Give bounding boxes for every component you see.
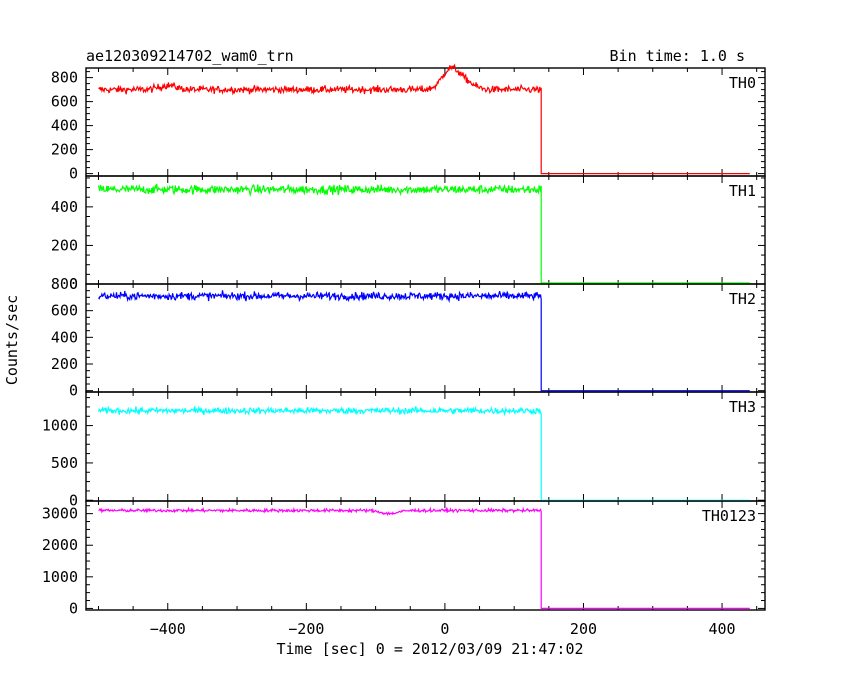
y-tick-label: 600 — [51, 302, 78, 320]
y-tick-label: 0 — [69, 599, 78, 617]
panel-frame — [85, 283, 766, 393]
series-line-th2 — [98, 290, 750, 392]
panel-frame — [85, 391, 766, 502]
series-line-th3 — [97, 405, 750, 501]
y-tick-label: 600 — [51, 93, 78, 111]
bin-time-label: Bin time: 1.0 s — [610, 47, 745, 65]
x-axis-label: Time [sec] 0 = 2012/03/09 21:47:02 — [276, 640, 583, 658]
panel-label-th2: TH2 — [729, 290, 756, 308]
y-tick-label: 0 — [69, 382, 78, 400]
panel-th0123: 0 1000 2000 3000 TH0123 — [42, 500, 766, 617]
panel-th0: 0 200 400 600 800 TH0 — [51, 63, 766, 183]
y-tick-label: 1000 — [42, 568, 78, 586]
y-tick-label: 400 — [51, 198, 78, 216]
panel-label-th1: TH1 — [729, 182, 756, 200]
chart-title: ae120309214702_wam0_trn — [86, 47, 294, 65]
x-tick-label: 400 — [708, 620, 735, 638]
y-tick-label: 800 — [51, 69, 78, 87]
panel-th1: 0 200 400 TH1 — [51, 175, 766, 293]
y-tick-label: 500 — [51, 454, 78, 472]
panel-frame — [85, 67, 766, 177]
y-tick-label: 400 — [51, 117, 78, 135]
y-tick-label: 200 — [51, 141, 78, 159]
y-tick-label: 200 — [51, 355, 78, 373]
y-tick-label: 0 — [69, 165, 78, 183]
y-tick-label: 400 — [51, 328, 78, 346]
series-line-th0 — [98, 63, 750, 175]
y-tick-label: 0 — [69, 491, 78, 509]
x-tick-label: 0 — [440, 620, 449, 638]
y-tick-label: 3000 — [42, 505, 78, 523]
panel-th2: 0 200 400 600 800 TH2 — [51, 275, 766, 400]
y-tick-label: 0 — [69, 275, 78, 293]
panel-label-th3: TH3 — [729, 398, 756, 416]
panels-group: 0 200 400 600 800 TH0 0 200 400 TH1 0 200 400 600 800 T… — [42, 63, 766, 638]
panel-label-th0: TH0 — [729, 74, 756, 92]
panel-th3: 0 500 1000 TH3 — [42, 391, 766, 509]
y-tick-label: 200 — [51, 236, 78, 254]
x-tick-label: −400 — [150, 620, 186, 638]
y-tick-label: 1000 — [42, 417, 78, 435]
y-tick-label: 2000 — [42, 536, 78, 554]
panel-label-th0123: TH0123 — [702, 507, 756, 525]
y-axis-label: Counts/sec — [3, 295, 21, 385]
panel-frame — [85, 500, 766, 611]
x-tick-label: −200 — [288, 620, 324, 638]
x-tick-label: 200 — [570, 620, 597, 638]
y-tick-label: 800 — [51, 275, 78, 293]
series-line-th0123 — [98, 506, 750, 610]
series-line-th1 — [97, 183, 750, 284]
